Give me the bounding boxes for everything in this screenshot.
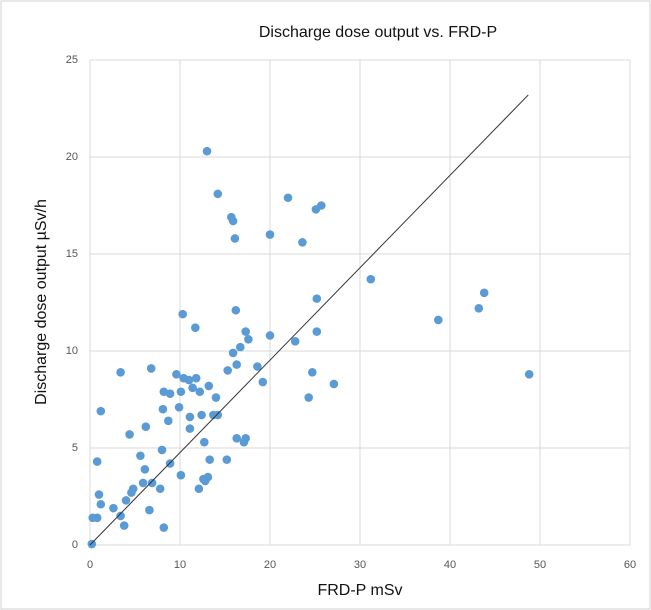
data-point	[213, 189, 223, 199]
data-point	[159, 523, 169, 532]
data-point	[434, 315, 443, 325]
data-point	[145, 505, 154, 515]
data-point	[146, 364, 156, 373]
y-axis-label: Discharge dose output µSv/h	[33, 199, 50, 405]
data-point	[236, 342, 245, 352]
data-point	[244, 335, 253, 344]
y-tick-label: 15	[66, 248, 78, 260]
data-point	[176, 470, 186, 480]
data-point	[231, 305, 241, 315]
y-tick-label: 5	[72, 442, 78, 454]
data-point	[109, 503, 118, 513]
trendline	[89, 94, 529, 546]
data-point	[184, 375, 194, 385]
data-point	[96, 499, 106, 509]
data-point	[194, 484, 204, 494]
data-point	[185, 412, 195, 422]
data-point	[241, 434, 250, 443]
data-point	[138, 478, 148, 488]
data-point	[116, 368, 125, 377]
data-point	[174, 402, 184, 412]
data-point	[258, 377, 268, 387]
data-point	[232, 434, 241, 443]
data-point	[524, 369, 534, 379]
data-point	[228, 348, 238, 358]
data-point	[253, 362, 262, 371]
data-point	[191, 373, 201, 383]
data-point	[96, 406, 106, 416]
x-tick-label: 50	[534, 559, 546, 571]
y-tick-label: 20	[66, 151, 78, 163]
data-point	[232, 360, 241, 369]
x-axis-label: FRD-P mSv	[317, 582, 402, 599]
data-point	[228, 216, 238, 226]
x-tick-label: 10	[174, 559, 186, 571]
data-point	[121, 496, 131, 505]
data-point	[92, 457, 102, 466]
y-tick-label: 10	[66, 345, 78, 357]
data-point	[317, 201, 326, 210]
data-point	[283, 193, 293, 203]
data-point	[329, 379, 339, 389]
data-point	[128, 484, 138, 494]
data-point	[479, 288, 489, 298]
data-point	[164, 416, 173, 426]
data-point	[304, 393, 314, 402]
data-point	[158, 404, 168, 414]
data-point	[141, 422, 151, 431]
data-point	[191, 323, 200, 333]
data-point	[87, 539, 97, 549]
chart-title: Discharge dose output vs. FRD-P	[259, 24, 497, 41]
data-point	[312, 294, 322, 303]
data-point	[140, 465, 150, 474]
data-point	[165, 389, 175, 398]
data-point	[213, 410, 223, 420]
data-point	[298, 238, 307, 247]
x-tick-label: 0	[87, 559, 93, 571]
data-point	[172, 369, 181, 379]
data-point	[474, 304, 484, 313]
data-point	[204, 381, 214, 391]
data-point	[155, 484, 165, 494]
data-point	[223, 366, 232, 375]
data-point	[241, 327, 250, 336]
data-point	[147, 478, 157, 488]
data-point	[185, 424, 195, 433]
data-point	[92, 513, 102, 523]
data-point	[197, 410, 206, 420]
data-point	[200, 437, 209, 447]
data-point	[94, 490, 104, 499]
data-point	[308, 368, 317, 377]
data-point	[230, 234, 240, 243]
x-tick-label: 60	[624, 559, 636, 571]
data-point	[157, 445, 167, 455]
data-point	[366, 274, 376, 284]
data-point	[265, 331, 275, 340]
data-point	[203, 472, 213, 482]
data-point	[188, 383, 197, 393]
data-point	[265, 230, 275, 239]
data-point	[136, 451, 145, 461]
data-point	[125, 430, 134, 439]
x-tick-label: 30	[354, 559, 366, 571]
y-tick-label: 0	[72, 539, 78, 551]
data-point	[222, 455, 232, 464]
data-point	[116, 511, 125, 521]
data-point	[205, 455, 214, 464]
data-point	[290, 337, 300, 346]
data-point	[195, 387, 205, 397]
data-point	[211, 393, 221, 402]
x-tick-label: 20	[264, 559, 276, 571]
data-point	[312, 327, 322, 336]
data-point	[202, 146, 212, 156]
data-point	[176, 387, 186, 397]
x-tick-label: 40	[444, 559, 456, 571]
data-point	[178, 309, 187, 319]
y-tick-label: 25	[66, 54, 78, 66]
data-point	[119, 521, 129, 530]
